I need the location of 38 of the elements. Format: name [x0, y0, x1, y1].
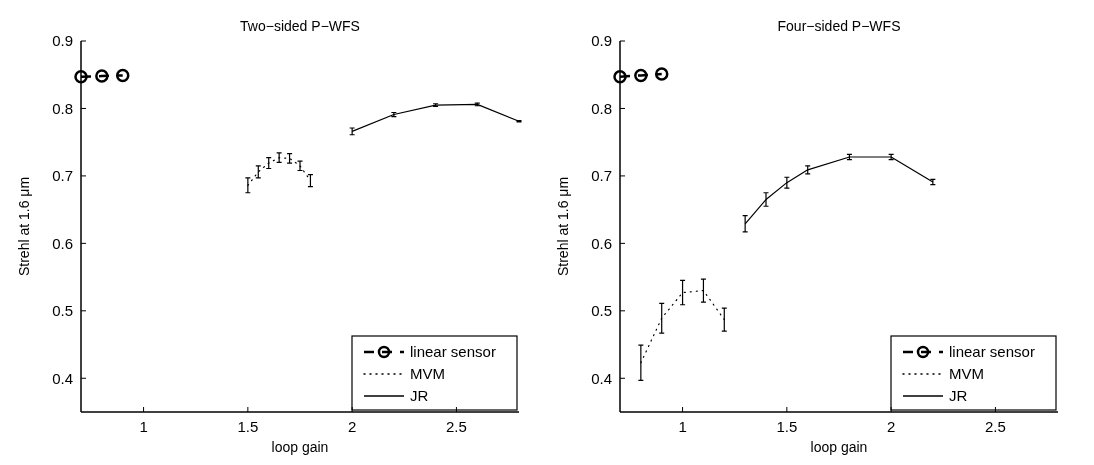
- y-axis-title: Strehl at 1.6 μm: [16, 176, 32, 277]
- y-tick-label: 0.4: [52, 369, 73, 387]
- x-tick-label: 2.5: [446, 418, 467, 435]
- y-tick-label: 0.5: [52, 302, 73, 320]
- point: [115, 68, 130, 83]
- y-tick-label: 0.9: [52, 32, 73, 50]
- x-tick-label: 1.5: [776, 418, 798, 435]
- y-tick-label: 0.8: [591, 99, 612, 117]
- point: [95, 69, 109, 83]
- y-tick-label: 0.6: [591, 234, 612, 252]
- x-axis-title: loop gain: [810, 439, 868, 455]
- x-tick-label: 1: [139, 418, 148, 435]
- x-tick-label: 1.5: [237, 418, 259, 435]
- y-tick-label: 0.4: [591, 369, 612, 387]
- y-axis-title: Strehl at 1.6 μm: [555, 176, 571, 277]
- y-tick-label: 0.5: [591, 302, 612, 320]
- point: [654, 67, 669, 81]
- x-tick-label: 1: [678, 418, 687, 435]
- point: [634, 68, 648, 83]
- y-tick-label: 0.7: [591, 167, 612, 185]
- x-tick-label: 2: [886, 418, 896, 435]
- y-tick-label: 0.7: [52, 167, 73, 185]
- chart-title: Four−sided P−WFS: [777, 18, 901, 34]
- x-tick-label: 2.5: [985, 418, 1006, 435]
- y-tick-label: 0.8: [52, 99, 73, 117]
- point: [74, 70, 88, 84]
- y-tick-label: 0.6: [52, 234, 73, 252]
- legend-label: linear sensor: [410, 343, 496, 361]
- legend-label: MVM: [949, 365, 984, 383]
- x-tick-label: 2: [347, 418, 357, 435]
- legend-label: MVM: [410, 365, 445, 383]
- legend-label: linear sensor: [949, 343, 1035, 361]
- point: [613, 70, 627, 84]
- x-axis-title: loop gain: [271, 439, 329, 455]
- legend-label: JR: [949, 387, 968, 405]
- y-tick-label: 0.9: [591, 32, 612, 50]
- chart-title: Two−sided P−WFS: [240, 18, 360, 34]
- legend-label: JR: [410, 387, 429, 405]
